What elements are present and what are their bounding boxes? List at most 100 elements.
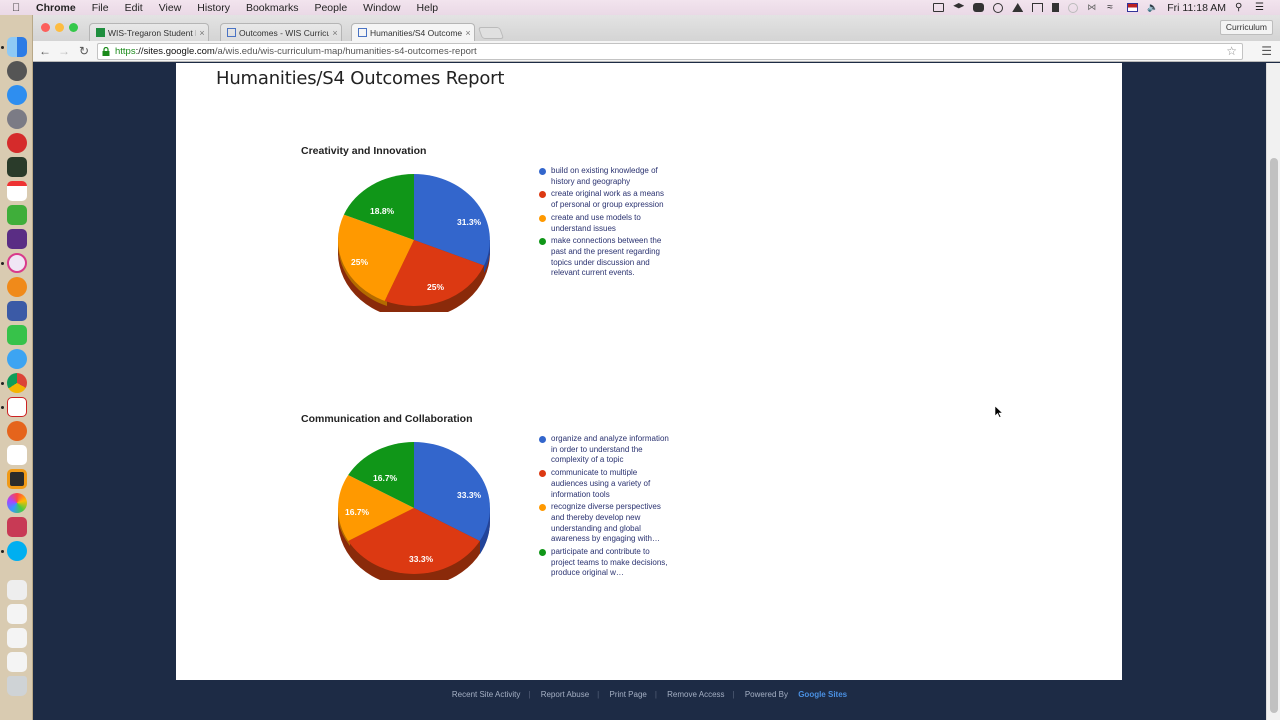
- spreadsheet-document-icon[interactable]: [7, 652, 27, 672]
- firefox-icon[interactable]: [7, 421, 27, 441]
- tab-close-icon[interactable]: ×: [465, 27, 471, 38]
- lock-icon[interactable]: [1052, 3, 1060, 12]
- trash-icon[interactable]: [7, 676, 27, 696]
- legend-dot-blue: [539, 168, 546, 175]
- apple-menu-icon[interactable]: : [12, 2, 26, 14]
- menu-history[interactable]: History: [197, 1, 230, 14]
- profile-button[interactable]: Curriculum: [1219, 20, 1273, 35]
- menu-view[interactable]: View: [158, 1, 182, 14]
- tab-student-leadership[interactable]: WIS-Tregaron Student Lea ×: [89, 23, 209, 41]
- imovie-icon[interactable]: [7, 301, 27, 321]
- legend-dot-red: [539, 191, 546, 199]
- facetime-camera-icon[interactable]: [933, 3, 945, 12]
- legend-item[interactable]: create original work as a means of perso…: [539, 189, 669, 210]
- pie-chart-3d[interactable]: 31.3% 25% 25% 18.8%: [336, 170, 492, 312]
- facetime-icon[interactable]: [7, 325, 27, 345]
- menu-app-chrome[interactable]: Chrome: [36, 1, 76, 14]
- running-indicator: [1, 550, 4, 553]
- wifi-icon[interactable]: ≈: [1107, 2, 1113, 13]
- time-machine-icon[interactable]: [1068, 2, 1079, 13]
- legend-item[interactable]: recognize diverse perspectives and there…: [539, 502, 669, 545]
- tab-outcomes[interactable]: Outcomes - WIS Curriculu ×: [220, 23, 342, 41]
- document-icon[interactable]: [7, 580, 27, 600]
- mission-control-icon[interactable]: [7, 157, 27, 177]
- legend-item[interactable]: communicate to multiple audiences using …: [539, 468, 669, 500]
- checkmark-circle-icon[interactable]: [993, 2, 1004, 13]
- page-title: Humanities/S4 Outcomes Report: [216, 68, 505, 89]
- premiere-icon[interactable]: [7, 229, 27, 249]
- volume-icon[interactable]: 🔈: [1147, 2, 1159, 12]
- evernote-icon[interactable]: [973, 3, 985, 12]
- app-store-icon[interactable]: [7, 85, 27, 105]
- evernote-app-icon[interactable]: [7, 205, 27, 225]
- calendar-document-icon[interactable]: [7, 628, 27, 648]
- menubar-clock[interactable]: Fri 11:18 AM: [1167, 1, 1226, 14]
- forward-button[interactable]: →: [58, 44, 70, 58]
- scrollbar-thumb[interactable]: [1270, 158, 1278, 713]
- vertical-scrollbar[interactable]: [1266, 63, 1280, 720]
- tab-strip: WIS-Tregaron Student Lea × Outcomes - WI…: [33, 15, 1280, 41]
- legend-item[interactable]: build on existing knowledge of history a…: [539, 166, 669, 187]
- maximize-window-button[interactable]: [69, 23, 78, 32]
- footer-separator: |: [528, 690, 531, 699]
- sublime-icon[interactable]: [7, 469, 27, 489]
- notification-center-icon[interactable]: ☰: [1255, 2, 1264, 13]
- tab-close-icon[interactable]: ×: [332, 27, 338, 38]
- back-button[interactable]: ←: [39, 44, 51, 58]
- recent-site-activity-link[interactable]: Recent Site Activity: [451, 690, 521, 699]
- chrome-icon[interactable]: [7, 373, 27, 393]
- google-drive-icon[interactable]: [1012, 3, 1024, 12]
- skype-document-icon[interactable]: [7, 604, 27, 624]
- url-scheme: https: [115, 46, 136, 57]
- tab-humanities-report[interactable]: Humanities/S4 Outcomes ×: [351, 23, 475, 41]
- acrobat-icon[interactable]: [7, 397, 27, 417]
- chrome-window: WIS-Tregaron Student Lea × Outcomes - WI…: [33, 15, 1280, 720]
- bookmark-star-icon[interactable]: ☆: [1226, 44, 1237, 58]
- dropbox-icon[interactable]: [953, 3, 965, 9]
- pie-chart-3d[interactable]: 33.3% 33.3% 16.7% 16.7%: [336, 438, 492, 580]
- svg-text:33.3%: 33.3%: [409, 554, 434, 564]
- menu-file[interactable]: File: [91, 1, 109, 14]
- google-sites-link[interactable]: Google Sites: [798, 690, 848, 699]
- ibooks-icon[interactable]: [7, 277, 27, 297]
- itunes-icon[interactable]: [7, 253, 27, 273]
- remove-access-link[interactable]: Remove Access: [667, 690, 725, 699]
- menu-help[interactable]: Help: [416, 1, 439, 14]
- chrome-menu-icon[interactable]: ☰: [1261, 44, 1272, 58]
- finder-icon[interactable]: [7, 37, 27, 57]
- reload-button[interactable]: ↻: [78, 44, 90, 58]
- spotlight-search-icon[interactable]: ⚲: [1235, 2, 1243, 13]
- bluetooth-icon[interactable]: ⋈: [1087, 2, 1097, 12]
- close-window-button[interactable]: [41, 23, 50, 32]
- messages-icon[interactable]: [7, 349, 27, 369]
- airplay-icon[interactable]: [1032, 3, 1044, 12]
- menu-window[interactable]: Window: [363, 1, 401, 14]
- footer-separator: |: [654, 690, 657, 699]
- secure-lock-icon: [102, 47, 110, 56]
- skype-icon[interactable]: [7, 541, 27, 561]
- new-tab-button[interactable]: [477, 27, 505, 39]
- menu-edit[interactable]: Edit: [124, 1, 143, 14]
- report-abuse-link[interactable]: Report Abuse: [540, 690, 590, 699]
- legend-item[interactable]: organize and analyze information in orde…: [539, 434, 669, 466]
- legend-item[interactable]: make connections between the past and th…: [539, 236, 669, 279]
- minimize-window-button[interactable]: [55, 23, 64, 32]
- flag-icon[interactable]: [1127, 3, 1139, 12]
- address-bar[interactable]: https://sites.google.com/a/wis.edu/wis-c…: [97, 43, 1243, 60]
- davinci-icon[interactable]: [7, 133, 27, 153]
- print-page-link[interactable]: Print Page: [609, 690, 647, 699]
- menu-people[interactable]: People: [314, 1, 348, 14]
- menu-bookmarks[interactable]: Bookmarks: [245, 1, 299, 14]
- app-grid-icon[interactable]: [7, 445, 27, 465]
- legend-item[interactable]: participate and contribute to project te…: [539, 547, 669, 579]
- tab-close-icon[interactable]: ×: [199, 27, 205, 38]
- browser-toolbar: ← → ↻ https://sites.google.com/a/wis.edu…: [33, 41, 1280, 62]
- system-preferences-icon[interactable]: [7, 61, 27, 81]
- calendar-icon[interactable]: [7, 181, 27, 201]
- photo-booth-icon[interactable]: [7, 517, 27, 537]
- legend-item[interactable]: create and use models to understand issu…: [539, 213, 669, 234]
- launchpad-icon[interactable]: [7, 109, 27, 129]
- svg-text:25%: 25%: [351, 257, 368, 267]
- photos-icon[interactable]: [7, 493, 27, 513]
- legend-dot-green: [539, 549, 546, 557]
